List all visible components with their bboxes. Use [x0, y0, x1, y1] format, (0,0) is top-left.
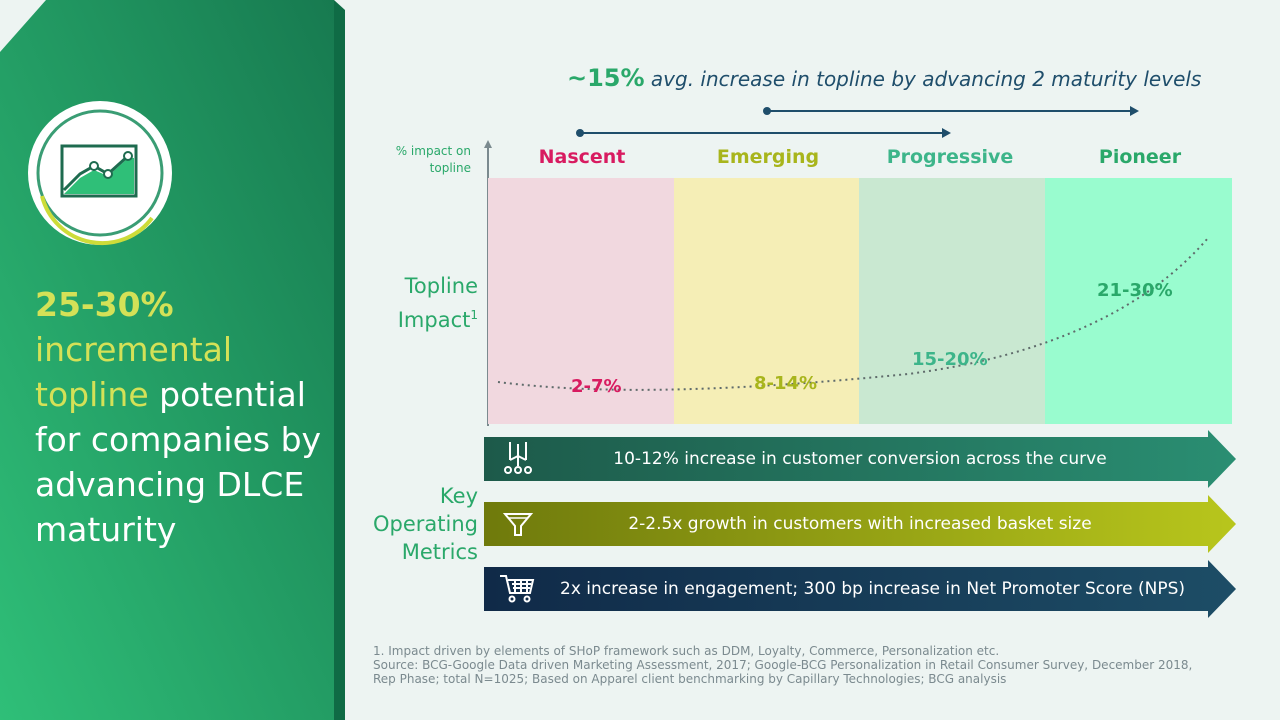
maturity-arrows: [576, 106, 1139, 138]
topline-impact-text: Topline Impact: [397, 274, 478, 332]
key-operating-metrics-label: Key Operating Metrics: [373, 484, 478, 564]
network-nodes-icon: [504, 442, 532, 474]
band-pioneer: [1045, 178, 1232, 424]
y-axis-label: % impact on topline: [395, 144, 471, 175]
topline-headline: ~15% avg. increase in topline by advanci…: [567, 64, 1201, 92]
metric-arrow-basket: [484, 495, 1236, 553]
headline-white-text: potential for companies by advancing DLC…: [35, 375, 322, 549]
footnote-line: Source: BCG-Google Data driven Marketing…: [373, 658, 1193, 672]
footnote-line: 1. Impact driven by elements of SHoP fra…: [373, 644, 1000, 658]
band-emerging: [674, 178, 859, 424]
stage-nascent: Nascent: [538, 146, 626, 168]
headline-percentage: 25-30%: [35, 285, 174, 324]
stage-emerging: Emerging: [716, 146, 820, 168]
footnotes: 1. Impact driven by elements of SHoP fra…: [373, 644, 1253, 686]
metric-conversion-text: 10-12% increase in customer conversion a…: [613, 449, 1107, 469]
footnote-line: Rep Phase; total N=1025; Based on Appare…: [373, 672, 1007, 686]
range-pioneer: 21-30%: [1097, 280, 1173, 301]
funnel-icon: [502, 513, 534, 536]
metric-basket-text: 2-2.5x growth in customers with increase…: [628, 514, 1092, 534]
growth-curve: [497, 237, 1209, 391]
band-progressive: [859, 178, 1045, 424]
range-emerging: 8-14%: [754, 373, 818, 394]
metric-arrow-conversion: [484, 430, 1236, 488]
topline-impact-label: Topline Impact1: [360, 272, 478, 335]
headline-yellow-text: incremental topline: [35, 330, 233, 414]
range-nascent: 2-7%: [571, 376, 622, 397]
shopping-cart-icon: [500, 575, 535, 603]
stage-pioneer: Pioneer: [1098, 146, 1182, 168]
stage-progressive: Progressive: [886, 146, 1014, 168]
headline-big-value: ~15%: [567, 64, 645, 92]
left-headline: 25-30% incremental topline potential for …: [35, 282, 335, 552]
range-progressive: 15-20%: [912, 349, 988, 370]
band-nascent: [488, 178, 674, 424]
metric-arrow-engagement: [484, 560, 1236, 618]
footnote-marker: 1: [470, 308, 478, 322]
headline-rest: avg. increase in topline by advancing 2 …: [650, 67, 1202, 91]
metric-engagement-text: 2x increase in engagement; 300 bp increa…: [560, 579, 1186, 599]
line-chart-icon: [28, 101, 172, 246]
